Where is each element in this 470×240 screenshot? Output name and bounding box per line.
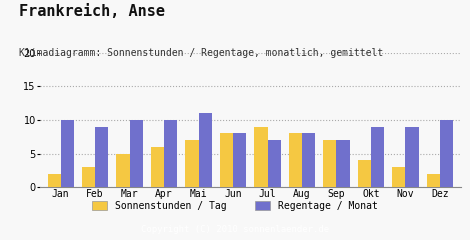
Bar	[337, 140, 350, 187]
Bar	[427, 174, 440, 187]
Text: Frankreich, Anse: Frankreich, Anse	[19, 4, 165, 19]
Bar	[220, 133, 233, 187]
Bar	[95, 127, 108, 187]
Bar	[233, 133, 246, 187]
Bar	[267, 140, 281, 187]
Bar	[371, 127, 384, 187]
Bar	[198, 113, 212, 187]
Bar	[164, 120, 177, 187]
Bar	[406, 127, 419, 187]
Bar	[254, 127, 267, 187]
Bar	[323, 140, 337, 187]
Bar	[186, 140, 198, 187]
Bar	[358, 160, 371, 187]
Bar	[117, 154, 130, 187]
Bar	[302, 133, 315, 187]
Text: Klimadiagramm: Sonnenstunden / Regentage, monatlich, gemittelt: Klimadiagramm: Sonnenstunden / Regentage…	[19, 48, 383, 58]
Bar	[440, 120, 453, 187]
Bar	[392, 167, 406, 187]
Bar	[82, 167, 95, 187]
Bar	[289, 133, 302, 187]
Legend: Sonnenstunden / Tag, Regentage / Monat: Sonnenstunden / Tag, Regentage / Monat	[92, 201, 378, 211]
Bar	[61, 120, 74, 187]
Bar	[47, 174, 61, 187]
Bar	[130, 120, 143, 187]
Text: Copyright (C) 2010 sonnenlaender.de: Copyright (C) 2010 sonnenlaender.de	[141, 225, 329, 234]
Bar	[151, 147, 164, 187]
